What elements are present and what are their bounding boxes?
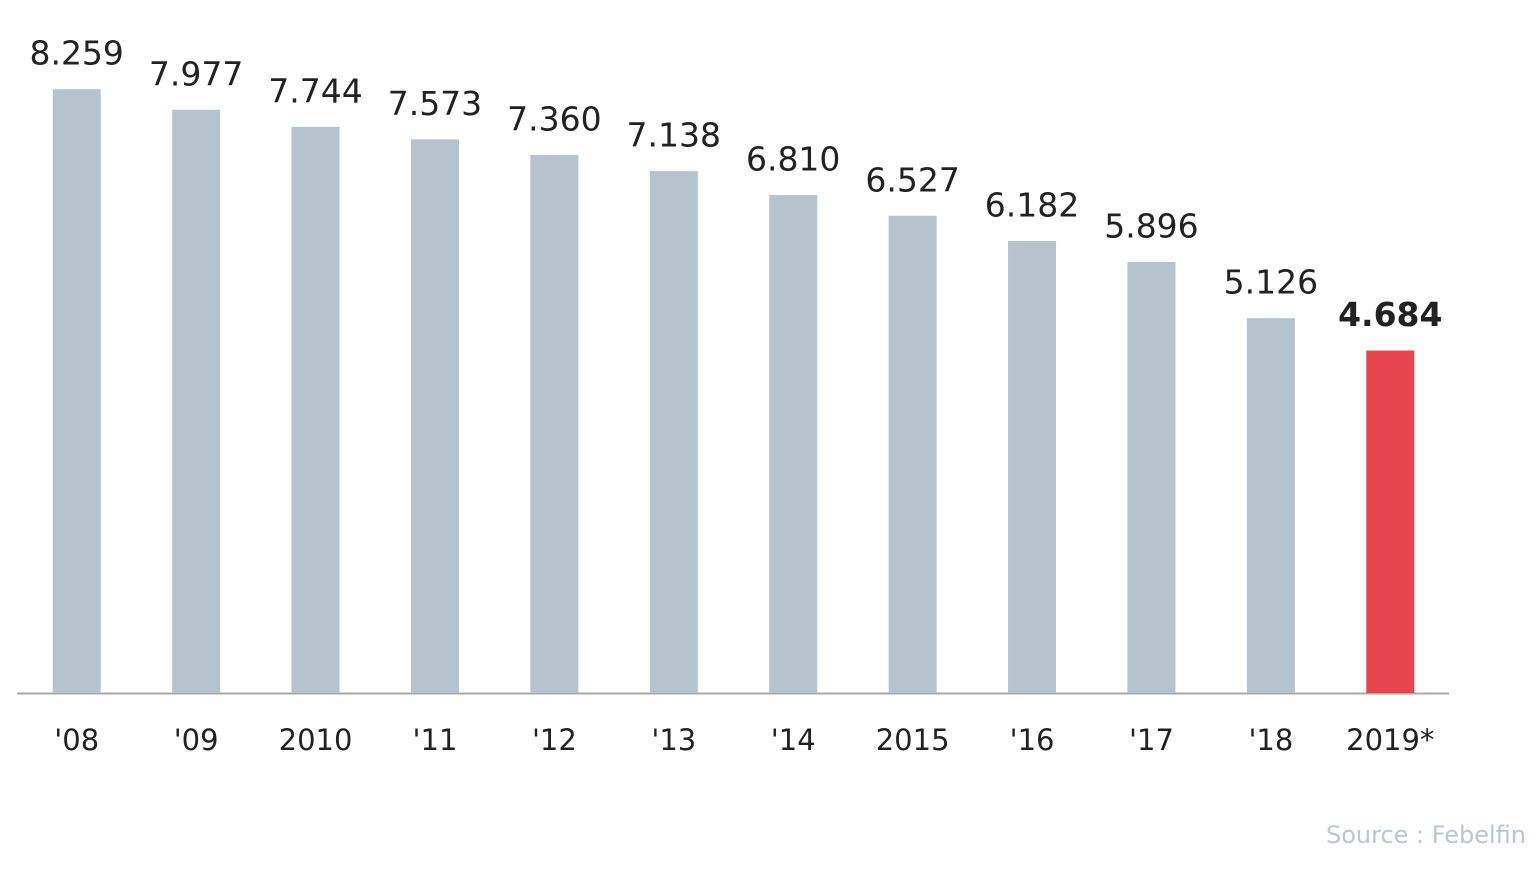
value-label: 8.259 [29,34,123,73]
x-tick-label: '13 [651,723,696,757]
x-tick-label: 2010 [279,723,353,757]
bar [410,139,459,693]
bar [888,215,937,693]
value-label: 4.684 [1338,295,1442,334]
bar [291,126,340,693]
value-label: 7.360 [507,99,601,138]
x-tick-label: '18 [1248,723,1293,757]
value-label: 7.977 [149,54,243,93]
value-label: 6.527 [865,160,959,199]
bar [1127,261,1176,693]
x-tick-label: '11 [413,723,458,757]
x-tick-label: '12 [532,723,577,757]
value-label: 5.126 [1224,263,1318,302]
x-tick-label: 2019* [1346,723,1434,757]
value-label: 5.896 [1104,206,1198,245]
value-label: 7.573 [388,84,482,123]
value-label: 7.744 [268,71,362,110]
bar [1008,241,1057,694]
bar [530,154,579,693]
source: Source : Febelfin [1326,821,1526,849]
bar [649,171,698,694]
bar [769,195,818,693]
bar [52,89,101,693]
x-tick-label: '14 [771,723,816,757]
x-tick-label: '09 [174,723,219,757]
bar [172,109,221,693]
value-label: 6.810 [746,140,840,179]
x-tick-label: '17 [1129,723,1174,757]
value-label: 7.138 [627,116,721,155]
bar [1366,350,1415,693]
value-label: 6.182 [985,186,1079,225]
bar [1246,318,1295,693]
x-tick-label: 2015 [876,723,950,757]
x-tick-label: '16 [1010,723,1055,757]
x-tick-label: '08 [54,723,99,757]
